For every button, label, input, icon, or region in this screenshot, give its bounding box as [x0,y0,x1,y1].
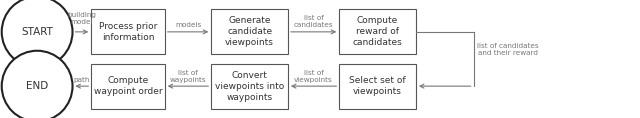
Ellipse shape [2,51,72,118]
Text: Process prior
information: Process prior information [99,22,157,42]
Text: Convert
viewpoints into
waypoints: Convert viewpoints into waypoints [215,71,284,102]
Text: list of candidates
and their reward: list of candidates and their reward [477,43,538,56]
FancyBboxPatch shape [339,9,416,54]
FancyBboxPatch shape [339,64,416,109]
Text: building
model: building model [67,12,97,25]
Text: list of
candidates: list of candidates [294,15,333,28]
Text: models: models [175,22,201,28]
Text: list of
waypoints: list of waypoints [170,70,206,83]
Ellipse shape [2,0,72,67]
FancyBboxPatch shape [92,9,165,54]
Text: Generate
candidate
viewpoints: Generate candidate viewpoints [225,16,274,47]
FancyBboxPatch shape [211,9,288,54]
FancyBboxPatch shape [211,64,288,109]
Text: path: path [74,77,90,83]
Text: list of
viewpoints: list of viewpoints [294,70,333,83]
Text: Compute
reward of
candidates: Compute reward of candidates [353,16,403,47]
Text: Select set of
viewpoints: Select set of viewpoints [349,76,406,96]
Text: END: END [26,81,48,91]
Text: START: START [21,27,53,37]
FancyBboxPatch shape [92,64,165,109]
Text: Compute
waypoint order: Compute waypoint order [93,76,163,96]
